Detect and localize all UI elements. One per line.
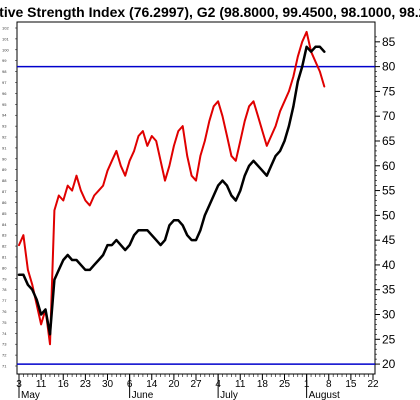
x-tick-label: 14 — [146, 379, 158, 390]
plot-border — [16, 21, 376, 375]
right-tick-label: 60 — [382, 159, 396, 173]
left-tick-label: 77 — [2, 298, 7, 303]
right-tick-label: 70 — [382, 109, 396, 123]
left-tick-label: 90 — [2, 156, 7, 161]
month-label: June — [132, 390, 154, 400]
left-tick-label: 96 — [2, 91, 7, 96]
left-tick-label: 73 — [2, 342, 7, 347]
left-tick-label: 91 — [2, 145, 7, 150]
right-tick-label: 65 — [382, 134, 396, 148]
right-tick-label: 45 — [382, 233, 396, 247]
right-tick-label: 75 — [382, 84, 396, 98]
left-tick-label: 72 — [2, 353, 7, 358]
left-tick-label: 99 — [2, 58, 7, 63]
left-tick-label: 97 — [2, 80, 7, 85]
right-tick-label: 40 — [382, 258, 396, 272]
left-tick-label: 82 — [2, 244, 7, 249]
chart-title: Relative Strength Index (76.2997), G2 (9… — [0, 4, 420, 20]
series-line-black — [17, 45, 326, 336]
left-tick-label: 86 — [2, 200, 7, 205]
bottom-axis: 31116233061420274111825181522MayJuneJuly… — [16, 374, 379, 400]
left-tick-label: 79 — [2, 276, 7, 281]
left-tick-label: 83 — [2, 233, 7, 238]
series-line-red — [18, 30, 326, 346]
left-tick-label: 78 — [2, 287, 7, 292]
left-tick-label: 95 — [2, 102, 7, 107]
left-tick-label: 80 — [2, 265, 7, 270]
right-tick-label: 35 — [382, 283, 396, 297]
plot-frame — [16, 21, 376, 375]
left-tick-label: 94 — [2, 113, 7, 118]
left-tick-label: 102 — [2, 26, 9, 31]
left-tick-label: 71 — [2, 364, 7, 369]
left-tick-label: 89 — [2, 167, 7, 172]
left-tick-label: 87 — [2, 189, 7, 194]
right-tick-label: 55 — [382, 184, 396, 198]
right-tick-label: 50 — [382, 208, 396, 222]
x-tick-label: 16 — [58, 379, 70, 390]
left-tick-label: 93 — [2, 124, 7, 129]
left-tick-label: 85 — [2, 211, 7, 216]
left-tick-label: 88 — [2, 178, 7, 183]
left-tick-label: 101 — [2, 36, 9, 41]
right-tick-label: 30 — [382, 308, 396, 322]
left-tick-label: 92 — [2, 135, 7, 140]
left-tick-label: 74 — [2, 331, 7, 336]
x-tick-label: 11 — [235, 379, 246, 390]
left-tick-label: 98 — [2, 69, 7, 74]
x-tick-label: 22 — [367, 379, 379, 390]
month-label: July — [220, 390, 238, 400]
right-tick-label: 25 — [382, 332, 396, 346]
left-tick-label: 84 — [2, 222, 7, 227]
left-axis: 102 101 100 99 98 97 96 95 94 93 92 91 90 89 88 87 86 85 8… — [2, 26, 17, 369]
month-label: May — [21, 390, 40, 400]
reference-lines — [17, 65, 375, 365]
month-label: August — [309, 390, 340, 400]
x-tick-label: 25 — [279, 379, 291, 390]
left-tick-label: 81 — [2, 254, 7, 259]
left-tick-label: 75 — [2, 320, 7, 325]
x-tick-label: 23 — [80, 379, 92, 390]
x-tick-label: 11 — [36, 379, 47, 390]
x-tick-label: 27 — [190, 379, 202, 390]
left-tick-label: 76 — [2, 309, 7, 314]
x-tick-label: 15 — [345, 379, 357, 390]
right-tick-label: 20 — [382, 357, 396, 371]
right-axis: 20 25 30 35 40 45 50 55 60 65 70 75 80 85 — [375, 35, 396, 371]
series-layer — [17, 30, 326, 346]
right-tick-label: 80 — [382, 60, 396, 74]
x-tick-label: 18 — [257, 379, 269, 390]
x-tick-label: 8 — [326, 379, 332, 390]
x-tick-label: 30 — [102, 379, 114, 390]
x-tick-label: 20 — [168, 379, 180, 390]
left-tick-label: 100 — [2, 47, 9, 52]
right-tick-label: 85 — [382, 35, 396, 49]
